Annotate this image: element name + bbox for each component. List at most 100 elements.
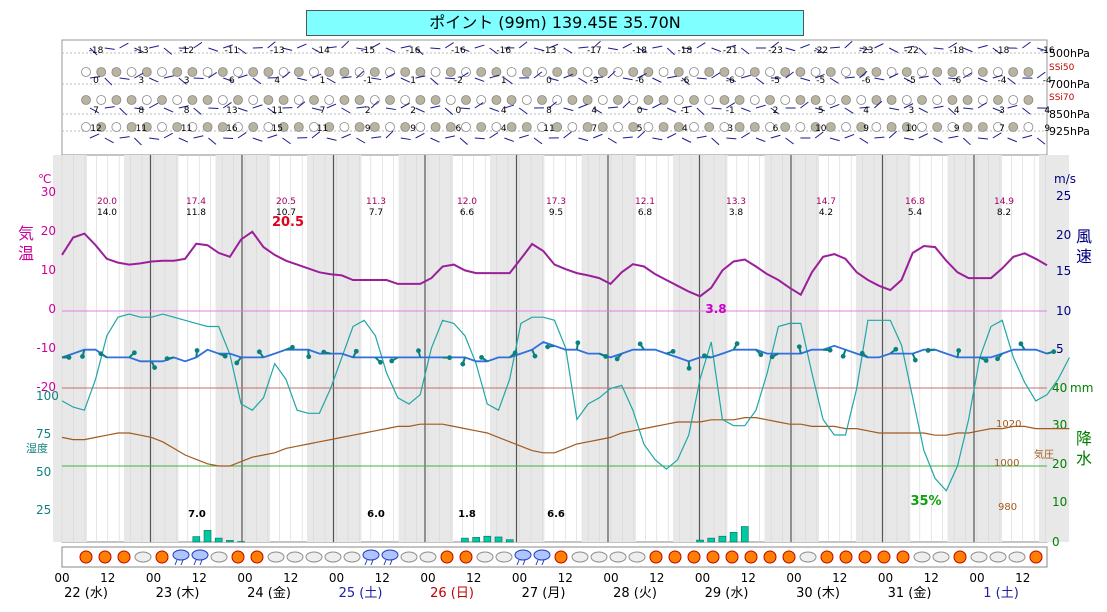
wind-arrow-head <box>80 354 85 359</box>
hour-label: 00 <box>146 571 161 585</box>
daily-min-label: 10.7 <box>276 208 296 218</box>
wind-barb <box>918 133 929 139</box>
wind-arrow-head <box>670 349 676 354</box>
temp-min-annotation: 3.8 <box>705 302 726 316</box>
wind-barb <box>489 107 500 112</box>
stability-circle <box>172 122 183 132</box>
upper-air-temp-label: -16 <box>1040 46 1055 56</box>
stability-circle <box>324 122 335 132</box>
wind-barb <box>666 47 675 56</box>
upper-air-temp-label: 4 <box>274 76 280 86</box>
wind-barb <box>666 107 677 113</box>
stability-circle <box>780 95 791 105</box>
daily-max-label: 20.5 <box>276 197 296 207</box>
stability-circle <box>157 67 167 77</box>
stability-circle <box>233 122 243 132</box>
precip-tick-label: 20 <box>1052 457 1067 471</box>
precip-bar <box>214 537 223 543</box>
wind-barb <box>918 75 929 79</box>
stability-circle <box>765 95 775 105</box>
stability-circle <box>552 122 563 132</box>
wind-barb <box>607 106 618 109</box>
upper-air-temp-label: -15 <box>360 46 375 56</box>
stability-circle <box>977 95 988 105</box>
wind-barb <box>148 77 159 83</box>
upper-air-temp-label: -22 <box>813 46 828 56</box>
wind-barb <box>104 47 115 50</box>
stability-circle <box>278 67 289 77</box>
temp-tick-label: -20 <box>36 380 56 394</box>
upper-air-temp-label: -13 <box>270 46 285 56</box>
wind-barb <box>948 77 959 80</box>
upper-air-temp-label: -14 <box>315 46 330 56</box>
hour-label: 12 <box>558 571 573 585</box>
wind-barb <box>977 102 987 109</box>
stability-circle <box>749 67 760 77</box>
stability-circle <box>172 67 183 77</box>
wind-barb <box>741 74 751 79</box>
upper-air-temp-label: 16 <box>226 124 238 134</box>
wind-arrow-head <box>152 365 158 371</box>
wind-barb <box>711 137 720 146</box>
wind-barb <box>740 132 750 139</box>
wind-arrow-head <box>306 354 312 360</box>
hour-label: 00 <box>786 571 801 585</box>
wind-barb <box>637 107 648 111</box>
stability-circle <box>795 67 806 77</box>
hour-label: 12 <box>192 571 207 585</box>
wind-tick-label: 5 <box>1056 342 1064 356</box>
sun-icon <box>706 550 720 564</box>
upper-air-temp-label: 4 <box>1044 106 1050 116</box>
sun-icon <box>725 550 739 564</box>
stability-circle <box>719 95 730 105</box>
upper-air-temp-label: 11 <box>271 106 282 116</box>
stability-circle <box>476 67 487 77</box>
stability-circle <box>962 95 973 105</box>
wind-barb <box>430 105 441 109</box>
sun-icon <box>250 550 264 564</box>
wind-arrow-head <box>290 344 295 350</box>
wind-barb <box>874 136 885 139</box>
upper-air-temp-label: -4 <box>998 76 1007 86</box>
stability-circle <box>917 95 927 105</box>
upper-air-temp-label: -6 <box>862 76 871 86</box>
wind-barb <box>208 47 219 52</box>
wind-barb <box>829 103 840 109</box>
wind-arrow-head <box>321 349 327 355</box>
wind-barb <box>519 134 529 139</box>
precip-bar <box>505 539 514 543</box>
stability-circle <box>385 122 395 132</box>
pressure-axis-label: 気圧 <box>1034 448 1054 461</box>
stability-circle <box>1023 67 1034 77</box>
sun-icon <box>459 550 473 564</box>
stability-circle <box>521 95 532 105</box>
wind-barb <box>326 103 337 109</box>
stability-circle <box>476 122 487 132</box>
stability-circle <box>537 95 547 105</box>
wind-barb <box>785 71 794 79</box>
upper-air-temp-label: -12 <box>179 46 194 56</box>
wind-barb <box>371 77 382 81</box>
hour-label: 00 <box>420 571 435 585</box>
wind-arrow-head <box>686 365 692 371</box>
wind-barb <box>755 137 766 143</box>
stability-circle <box>734 67 745 77</box>
stability-circle <box>141 95 152 105</box>
hour-label: 12 <box>649 571 664 585</box>
wind-barb <box>341 107 351 114</box>
upper-air-temp-label: 4 <box>501 124 507 134</box>
upper-air-temp-label: 0 <box>456 106 462 116</box>
wind-barb <box>445 77 456 80</box>
rain-drop <box>364 559 368 566</box>
wind-barb <box>237 47 247 55</box>
stability-circle <box>582 67 593 77</box>
cloud-icon <box>267 551 285 563</box>
stability-circle <box>233 67 243 77</box>
wind-barb <box>119 136 130 139</box>
day-label: 27 (月) <box>522 586 566 601</box>
stability-circle <box>96 95 107 105</box>
stability-circle <box>157 95 167 105</box>
stability-circle <box>795 95 806 105</box>
temp-axis-label: 温 <box>18 244 34 263</box>
wind-barb <box>637 130 646 139</box>
